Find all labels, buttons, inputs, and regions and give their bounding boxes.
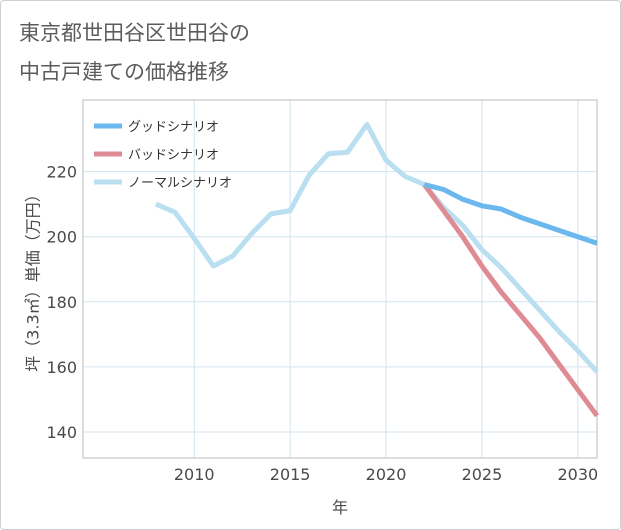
legend-label-2: ノーマルシナリオ <box>128 176 232 191</box>
legend-label-0: グッドシナリオ <box>128 120 219 135</box>
x-tick-label: 2025 <box>462 465 503 484</box>
y-tick-label: 200 <box>46 228 77 247</box>
y-tick-label: 160 <box>46 358 77 377</box>
tick-layer: 2010 2015 2020 2025 2030 140 160 180 200 220 <box>46 163 598 484</box>
series-line-2 <box>154 121 599 374</box>
y-axis-label: 坪（3.3㎡）単価（万円） <box>24 186 43 371</box>
plot-frame <box>82 99 598 459</box>
chart-title-line-1: 東京都世田谷区世田谷の <box>19 21 250 45</box>
x-tick-label: 2010 <box>174 465 215 484</box>
series-layer <box>154 121 600 418</box>
chart-title-line-2: 中古戸建ての価格推移 <box>19 60 229 84</box>
series-line-1 <box>422 183 600 418</box>
x-tick-label: 2015 <box>270 465 311 484</box>
x-tick-label: 2020 <box>366 465 407 484</box>
x-axis-label: 年 <box>332 498 348 517</box>
legend-label-1: バッドシナリオ <box>128 148 219 163</box>
y-tick-label: 140 <box>46 423 77 442</box>
y-tick-label: 180 <box>46 293 77 312</box>
y-tick-label: 220 <box>46 163 77 182</box>
series-line-0 <box>423 182 598 246</box>
x-tick-label: 2030 <box>557 465 598 484</box>
